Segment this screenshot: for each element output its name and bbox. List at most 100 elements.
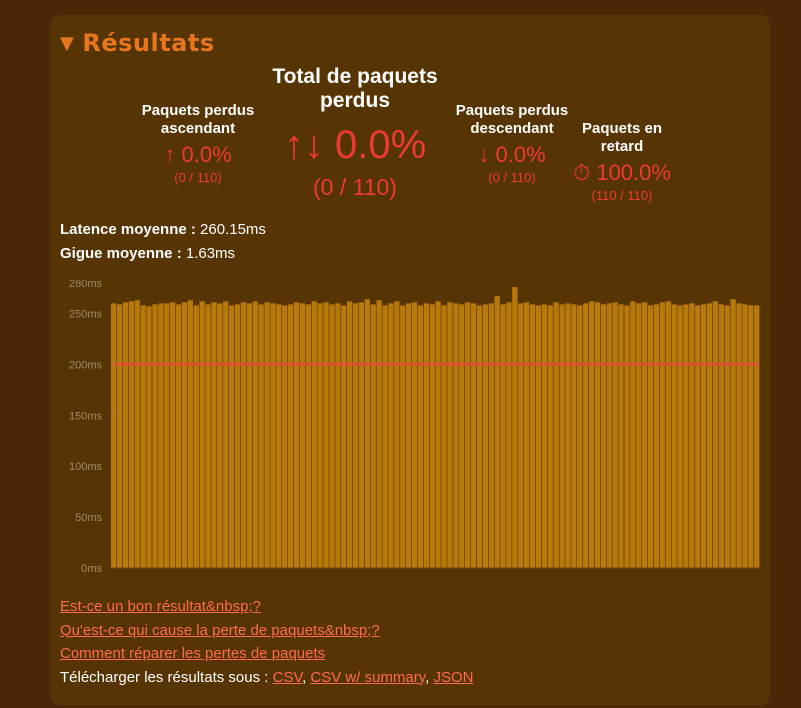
latency-bar [435,301,441,568]
latency-bar [311,301,317,568]
latency-bar [588,301,595,568]
results-panel: ▼ Résultats Paquets perdus ascendant ↑ 0.… [50,15,770,705]
download-loss-label: Paquets perdus descendant [455,102,569,137]
latency-bar [518,303,524,568]
latency-bar [724,305,730,568]
latency-bar [429,304,435,569]
latency-bar [305,304,311,569]
latency-bar [494,296,500,568]
latency-bar [146,306,152,568]
latency-bar [187,300,193,568]
upload-loss-value: ↑ 0.0% [164,142,232,167]
average-jitter: Gigue moyenne : 1.63ms [60,245,235,262]
latency-bar [400,305,406,568]
latency-bar [164,303,170,568]
y-tick-label: 0ms [81,563,102,575]
latency-bar [111,303,117,568]
download-loss-stat: Paquets perdus descendant ↓ 0.0% (0 / 11… [452,102,572,185]
latency-bar [347,301,353,568]
latency-bar [152,304,158,569]
latency-bar [423,303,429,568]
y-tick-label: 100ms [69,461,103,473]
latency-bar [583,303,589,568]
latency-bar [217,303,223,568]
y-tick-label: 150ms [69,410,103,422]
latency-bar [299,303,306,568]
average-latency: Latence moyenne : 260.15ms [60,221,266,238]
latency-bar [128,301,134,568]
stopwatch-icon: ⏱ [573,160,591,185]
latency-bar [199,301,205,568]
latency-bar [288,304,294,569]
upload-loss-fraction: (0 / 110) [174,170,222,185]
latency-bar [659,302,665,568]
csv-summary-download-link[interactable]: CSV w/ summary [310,668,426,686]
latency-bar [742,304,748,569]
latency-bar [500,304,506,569]
y-tick-label: 280ms [69,280,103,290]
latency-bar [170,302,176,568]
latency-bar [193,305,199,568]
download-loss-value: ↓ 0.0% [478,142,546,167]
latency-bar [512,287,518,568]
latency-bar [140,305,146,568]
latency-bar [335,303,341,568]
latency-bar [736,303,742,568]
latency-bar [364,299,370,568]
total-loss-fraction: (0 / 110) [313,174,397,200]
latency-bar [122,302,129,568]
latency-bar [116,304,123,569]
latency-bar [677,305,683,568]
csv-download-link[interactable]: CSV [272,668,303,686]
latency-bar [240,302,247,568]
late-packets-fraction: (110 / 110) [591,188,653,203]
latency-bar [535,305,542,568]
latency-bar [376,300,382,568]
arrow-down-icon: ↓ [478,142,490,167]
upload-loss-stat: Paquets perdus ascendant ↑ 0.0% (0 / 110… [138,102,258,185]
latency-bar [689,303,695,568]
latency-bar [547,305,553,568]
latency-bar [329,304,335,569]
late-packets-label: Paquets en retard [581,120,663,155]
latency-bar [323,302,329,568]
latency-bar [529,304,536,569]
arrows-up-down-icon: ↑↓ [283,123,324,167]
latency-bar [754,305,760,568]
latency-bar [134,300,140,568]
latency-bar [630,301,636,568]
triangle-down-icon: ▼ [60,33,75,54]
latency-bar [252,301,258,568]
latency-bar [565,303,571,568]
latency-bar [258,304,264,569]
latency-bar [388,303,394,568]
average-latency-value: 260.15ms [200,221,266,238]
latency-bar [358,302,365,568]
latency-bar [647,305,654,568]
latency-bar [205,304,211,569]
latency-bar [352,303,359,568]
latency-bar [600,304,606,569]
latency-bar [470,303,477,568]
fix-packet-loss-link[interactable]: Comment réparer les pertes de paquets [60,645,326,662]
latency-bar [411,302,418,568]
latency-bar [706,303,713,568]
total-loss-stat: Total de paquets perdus ↑↓ 0.0% (0 / 110… [255,65,455,201]
latency-bar [282,305,288,568]
good-result-link[interactable]: Est-ce un bon résultat&nbsp;? [60,598,261,615]
latency-bar [695,305,701,568]
average-latency-label: Latence moyenne : [60,221,196,238]
latency-bar [606,303,612,568]
latency-bar [571,304,577,569]
download-loss-fraction: (0 / 110) [488,170,536,185]
latency-bar [653,304,660,569]
packet-loss-cause-link[interactable]: Qu'est-ce qui cause la perte de paquets&… [60,621,380,639]
results-section-toggle[interactable]: ▼ Résultats [60,29,215,57]
latency-bar [465,302,471,568]
latency-bar [441,305,447,568]
json-download-link[interactable]: JSON [433,668,474,686]
latency-chart: 0ms 50ms 100ms 150ms 200ms 250ms 280ms [69,280,760,575]
latency-bar [559,304,565,569]
latency-bar [293,302,300,568]
latency-bar [382,305,388,568]
